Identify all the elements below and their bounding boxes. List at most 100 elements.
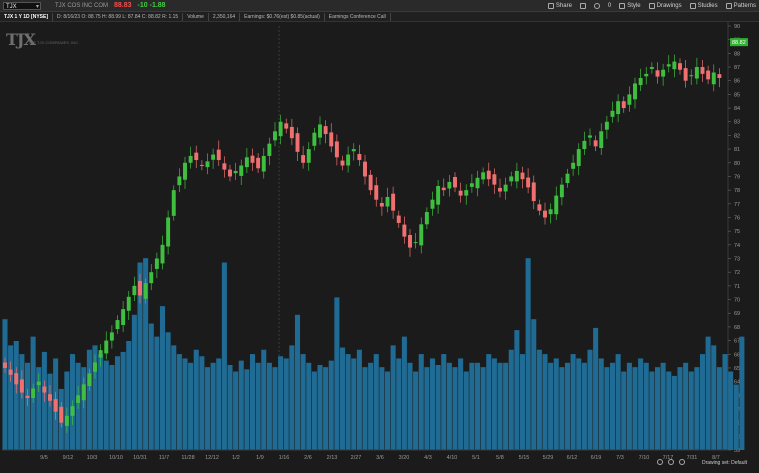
- candle-body: [520, 172, 525, 180]
- volume-bar: [261, 349, 267, 450]
- volume-bar: [536, 349, 542, 450]
- candle-body: [3, 362, 7, 368]
- candle-body: [565, 173, 570, 184]
- candle-body: [526, 177, 531, 188]
- candle-body: [222, 163, 227, 170]
- candle-body: [36, 381, 41, 386]
- candle-body: [81, 384, 86, 401]
- price-volume-chart[interactable]: 5960616263646566676869707172737475767778…: [0, 22, 759, 468]
- candle-body: [368, 174, 373, 191]
- volume-bar: [373, 354, 379, 450]
- candle-body: [475, 177, 480, 189]
- time-tick-label: 1/9: [256, 455, 264, 461]
- earnings-call-label: Earnings Conference Call: [325, 12, 391, 21]
- volume-bar: [289, 345, 295, 450]
- candle-body: [244, 157, 249, 168]
- time-tick-label: 7/17: [663, 455, 674, 461]
- candle-body: [70, 406, 75, 416]
- candle-body: [464, 190, 469, 196]
- candle-body: [627, 94, 632, 105]
- price-tick-label: 81: [734, 147, 740, 153]
- flask-button[interactable]: [579, 2, 586, 9]
- candle-body: [323, 126, 328, 135]
- volume-bar: [368, 362, 374, 450]
- chart-area[interactable]: 5960616263646566676869707172737475767778…: [0, 22, 759, 468]
- volume-bar: [519, 354, 526, 450]
- candle-body: [453, 176, 457, 188]
- style-button[interactable]: Style: [619, 2, 641, 9]
- candle-body: [154, 258, 159, 269]
- zoom-in-icon[interactable]: [668, 459, 674, 465]
- volume-bar: [626, 362, 632, 450]
- volume-bar: [171, 345, 177, 450]
- candle-body: [576, 149, 581, 167]
- volume-bar: [660, 362, 666, 450]
- volume-bar: [193, 349, 199, 450]
- volume-bar: [514, 330, 520, 450]
- candle-body: [661, 69, 666, 77]
- time-tick-label: 7/10: [639, 455, 650, 461]
- zoom-out-icon[interactable]: [679, 459, 685, 465]
- candle-body: [121, 309, 126, 325]
- studies-label: Studies: [697, 2, 718, 9]
- candle-body: [554, 195, 559, 215]
- candle-body: [447, 181, 452, 189]
- candle-body: [379, 202, 384, 207]
- volume-bar: [553, 358, 559, 450]
- price-tick-label: 77: [734, 202, 740, 208]
- volume-bar: [683, 362, 689, 450]
- candle-body: [644, 73, 649, 77]
- share-label: Share: [555, 2, 572, 9]
- link-count[interactable]: 0: [607, 2, 612, 9]
- dropdown-icon[interactable]: ▾: [35, 3, 39, 10]
- symbol-input[interactable]: TJX ▾: [3, 1, 41, 10]
- candle-body: [385, 196, 390, 207]
- flask-icon: [579, 2, 586, 9]
- earnings-readout: Earnings: $0.76(est) $0.85(actual): [240, 12, 325, 21]
- candle-body: [98, 350, 103, 358]
- crosshair-icon[interactable]: [657, 459, 663, 465]
- time-tick-label: 7/3: [616, 455, 624, 461]
- candle-body: [588, 135, 592, 138]
- drawings-button[interactable]: Drawings: [648, 2, 682, 9]
- candle-body: [19, 379, 24, 393]
- candle-body: [42, 386, 47, 393]
- candle-body: [514, 170, 519, 182]
- price-tick-label: 85: [734, 92, 740, 98]
- time-tick-label: 2/13: [327, 455, 338, 461]
- price-tick-label: 83: [734, 120, 740, 126]
- candle-body: [509, 176, 514, 182]
- time-tick-label: 8/7: [712, 455, 720, 461]
- candle-body: [531, 182, 536, 202]
- volume-bar: [154, 336, 160, 450]
- time-tick-label: 10/10: [109, 455, 123, 461]
- volume-bar: [716, 367, 722, 450]
- candle-body: [205, 161, 210, 168]
- chart-title: TJX 1 Y 1D [NYSE]: [0, 12, 53, 21]
- volume-bar: [413, 371, 419, 450]
- volume-bar: [323, 367, 329, 450]
- volume-bar: [452, 367, 458, 450]
- time-tick-label: 6/12: [567, 455, 578, 461]
- volume-bar: [649, 371, 655, 450]
- price-tick-label: 59: [734, 448, 740, 454]
- volume-bar: [81, 367, 87, 450]
- studies-button[interactable]: Studies: [689, 2, 718, 9]
- price-tick-label: 79: [734, 174, 740, 180]
- patterns-button[interactable]: Patterns: [725, 2, 756, 9]
- candle-body: [87, 373, 92, 386]
- candle-body: [194, 152, 199, 161]
- candle-body: [559, 184, 564, 198]
- volume-bar: [137, 262, 143, 450]
- share-button[interactable]: Share: [547, 2, 572, 9]
- candle-body: [717, 74, 722, 78]
- time-tick-label: 4/10: [447, 455, 458, 461]
- volume-bar: [278, 356, 284, 450]
- candle-body: [301, 155, 306, 163]
- volume-bar: [13, 341, 19, 450]
- volume-bar: [317, 364, 323, 450]
- company-logo-subtitle: THE TJX COMPANIES, INC.: [28, 40, 80, 45]
- gear-button[interactable]: [593, 2, 600, 9]
- volume-bar: [598, 358, 604, 450]
- price-tick-label: 67: [734, 339, 740, 345]
